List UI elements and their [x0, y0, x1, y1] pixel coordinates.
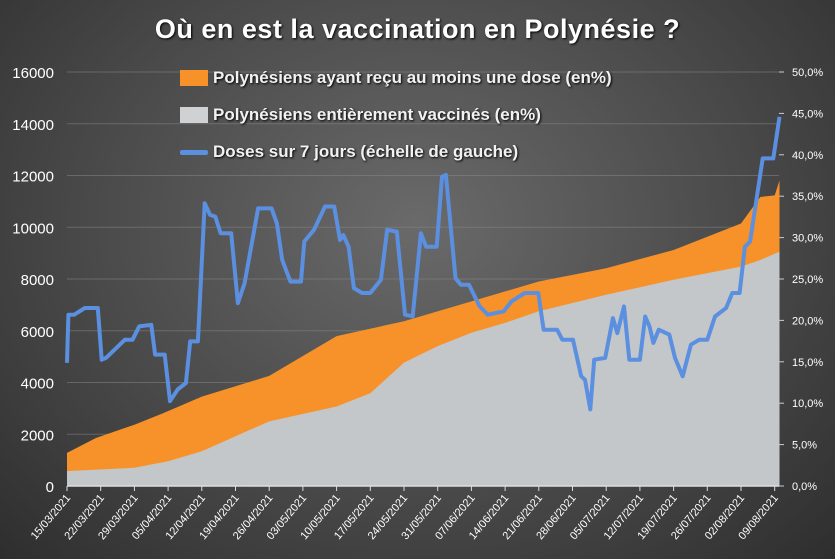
y-left-tick-label: 4000 — [21, 376, 54, 393]
y-right-tick-label: 5,0% — [792, 440, 817, 452]
y-right-tick-label: 50,0% — [792, 67, 823, 79]
y-right-tick-label: 35,0% — [792, 191, 823, 203]
legend-swatch-orange — [180, 70, 208, 86]
y-right-tick-label: 45,0% — [792, 108, 823, 120]
y-right-tick-label: 25,0% — [792, 274, 823, 286]
area-fully-vaccinated — [67, 251, 780, 486]
line-doses-7-days — [65, 116, 782, 412]
legend-label: Doses sur 7 jours (échelle de gauche) — [213, 142, 519, 161]
chart-title: Où en est la vaccination en Polynésie ? — [154, 14, 681, 44]
y-left-tick-label: 2000 — [21, 427, 54, 444]
y-left-tick-label: 10000 — [12, 220, 54, 237]
legend-swatch-grey — [180, 107, 208, 123]
y-left-tick-label: 12000 — [12, 169, 54, 186]
legend-label: Polynésiens ayant reçu au moins une dose… — [213, 68, 612, 87]
legend-item-doses-7-days: Doses sur 7 jours (échelle de gauche) — [180, 142, 518, 162]
y-right-tick-label: 30,0% — [792, 233, 823, 245]
y-right-tick-label: 10,0% — [792, 398, 823, 410]
legend-label: Polynésiens entièrement vaccinés (en%) — [213, 105, 541, 124]
y-right-tick-label: 15,0% — [792, 357, 823, 369]
y-right-tick-label: 40,0% — [792, 150, 823, 162]
y-left-tick-label: 6000 — [21, 324, 54, 341]
y-right-tick-label: 20,0% — [792, 315, 823, 327]
legend-swatch-line — [180, 149, 208, 155]
legend-item-first-dose: Polynésiens ayant reçu au moins une dose… — [180, 68, 612, 88]
y-left-tick-label: 14000 — [12, 117, 54, 134]
y-left-tick-label: 0 — [46, 479, 54, 496]
y-left-tick-label: 8000 — [21, 272, 54, 289]
y-right-tick-label: 0,0% — [792, 481, 817, 493]
legend-item-fully-vaccinated: Polynésiens entièrement vaccinés (en%) — [180, 105, 541, 125]
y-left-tick-label: 16000 — [12, 65, 54, 82]
